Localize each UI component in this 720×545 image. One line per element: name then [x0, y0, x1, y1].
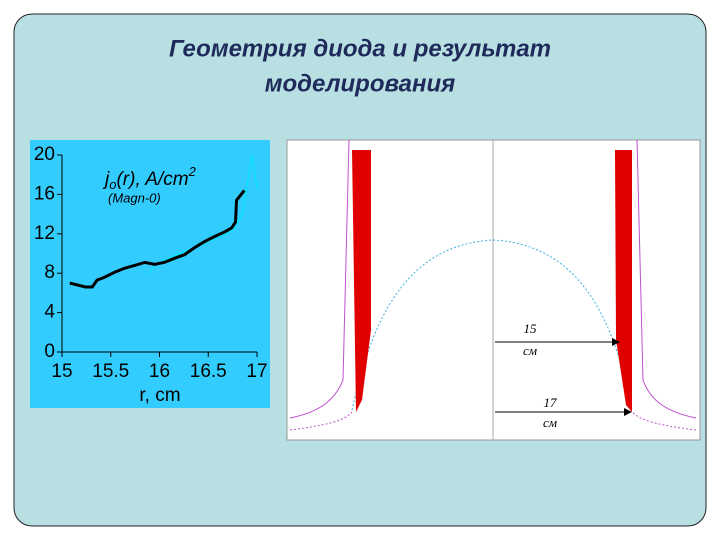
x-tick-label: 15: [51, 361, 72, 382]
y-tick-label: 4: [44, 302, 55, 323]
plasma-region: [352, 150, 371, 412]
boundary-curve: [631, 411, 697, 431]
annotation: jo(r), A/cm2: [102, 164, 197, 192]
x-axis-label: r, cm: [139, 385, 180, 406]
plasma-region: [615, 150, 632, 412]
title-line: Геометрия диода и результат: [169, 35, 551, 62]
label: 15: [524, 321, 538, 336]
x-tick-label: 17: [246, 361, 267, 382]
x-tick-label: 16: [149, 361, 170, 382]
boundary-curve: [636, 139, 697, 419]
x-tick-label: 16.5: [190, 361, 227, 382]
simulation-diagram: 15 см 17 см: [286, 139, 701, 441]
field-curve: [351, 239, 633, 411]
label: см: [523, 343, 537, 358]
boundary-curve: [289, 139, 350, 419]
y-tick-label: 20: [34, 144, 55, 165]
y-tick-label: 16: [34, 183, 55, 204]
y-tick-label: 0: [44, 341, 55, 362]
annotation-note: (Magn-0): [108, 190, 161, 205]
chart-background: [30, 140, 270, 408]
y-tick-label: 12: [34, 223, 55, 244]
arrow-head: [624, 408, 632, 416]
data-line: [69, 189, 246, 289]
chart: jo(r), A/cm2 (Magn-0) r, cm 0 4 8 12 16 20 15 1…: [30, 140, 270, 408]
label: 17: [544, 395, 558, 410]
title-line: моделирования: [265, 70, 456, 97]
x-tick-label: 15.5: [92, 361, 129, 382]
y-tick-label: 8: [44, 262, 55, 283]
label: см: [543, 415, 557, 430]
arrow-head: [612, 338, 620, 346]
